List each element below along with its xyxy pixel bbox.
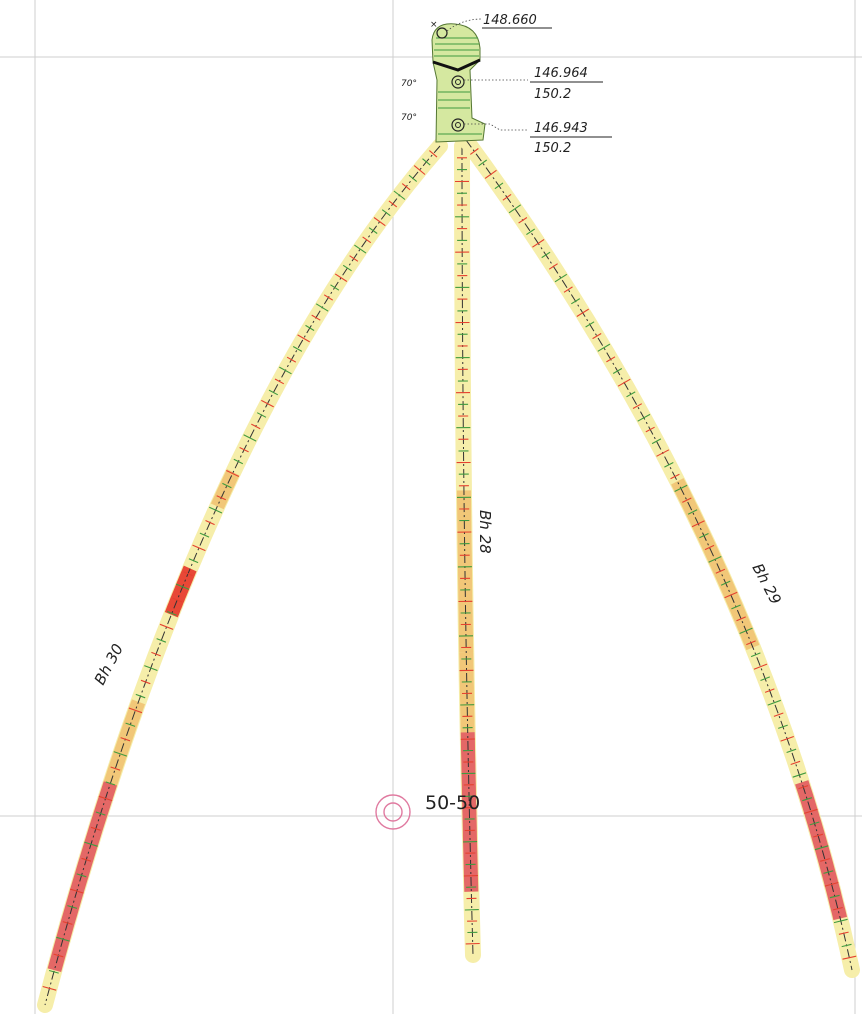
borehole-label-bh29: Bh 29: [748, 560, 784, 607]
assay-zone-bh29: [795, 780, 848, 921]
hole-2-depth: 150.2: [534, 141, 571, 156]
sample-ticks-bh30: [42, 150, 438, 991]
sample-ticks-bh29: [469, 148, 857, 960]
borehole-traces: [37, 132, 860, 1013]
survey-point-elevation: 148.660: [483, 13, 537, 28]
borehole-trace-bh30: [37, 138, 448, 1013]
hole-1-elevation: 146.964: [534, 66, 588, 81]
collar-hole-icon: [451, 75, 465, 89]
grid-coordinate-label: 50-50: [425, 792, 480, 814]
assay-zone-bh30: [47, 781, 118, 973]
survey-point-icon: [436, 27, 448, 39]
collar-hole-icon: [451, 118, 465, 132]
borehole-label-bh30: Bh 30: [91, 641, 127, 688]
collar-pad-shape: [431, 23, 486, 143]
assay-zone-bh29: [671, 478, 760, 651]
collar-pad: ×: [430, 20, 486, 143]
leader-lines: [446, 18, 528, 131]
grid-marker-icon: [375, 794, 411, 830]
svg-text:×: ×: [430, 20, 438, 30]
borehole-label-bh28: Bh 28: [476, 510, 494, 554]
core-centerline-bh29: [465, 139, 853, 971]
sample-ticks-bh28: [454, 157, 480, 945]
hole-1-dip: 70°: [401, 79, 417, 89]
hole-1-depth: 150.2: [534, 87, 571, 102]
borehole-trace-bh29: [458, 132, 860, 978]
collar-annotations: 148.660 146.964 150.2 70° 146.943 150.2 …: [401, 13, 612, 156]
hole-2-dip: 70°: [401, 113, 417, 123]
hole-2-elevation: 146.943: [534, 121, 588, 136]
core-centerline-bh30: [44, 145, 441, 1006]
